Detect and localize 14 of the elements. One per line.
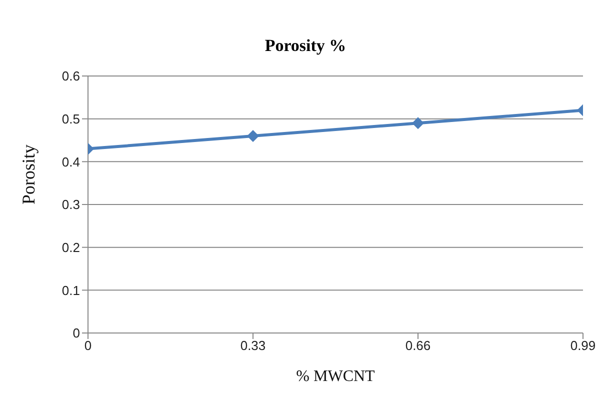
y-axis-title: Porosity <box>18 144 38 204</box>
y-tick-label: 0.2 <box>62 240 80 255</box>
x-tick-label: 0.99 <box>570 338 596 354</box>
y-tick-label: 0.4 <box>62 154 80 170</box>
y-tick-label: 0 <box>72 326 80 341</box>
x-tick-label: 0 <box>84 338 92 354</box>
y-tick-label: 0.1 <box>62 282 80 298</box>
x-axis-title: % MWCNT <box>296 368 376 385</box>
x-tick-label: 0.66 <box>405 338 431 354</box>
y-tick-label: 0.3 <box>62 197 80 212</box>
chart-title: Porosity % <box>264 35 348 57</box>
y-tick-label: 0.6 <box>62 68 80 84</box>
y-tick-label: 0.5 <box>62 111 80 126</box>
x-tick-label: 0.33 <box>240 338 266 354</box>
